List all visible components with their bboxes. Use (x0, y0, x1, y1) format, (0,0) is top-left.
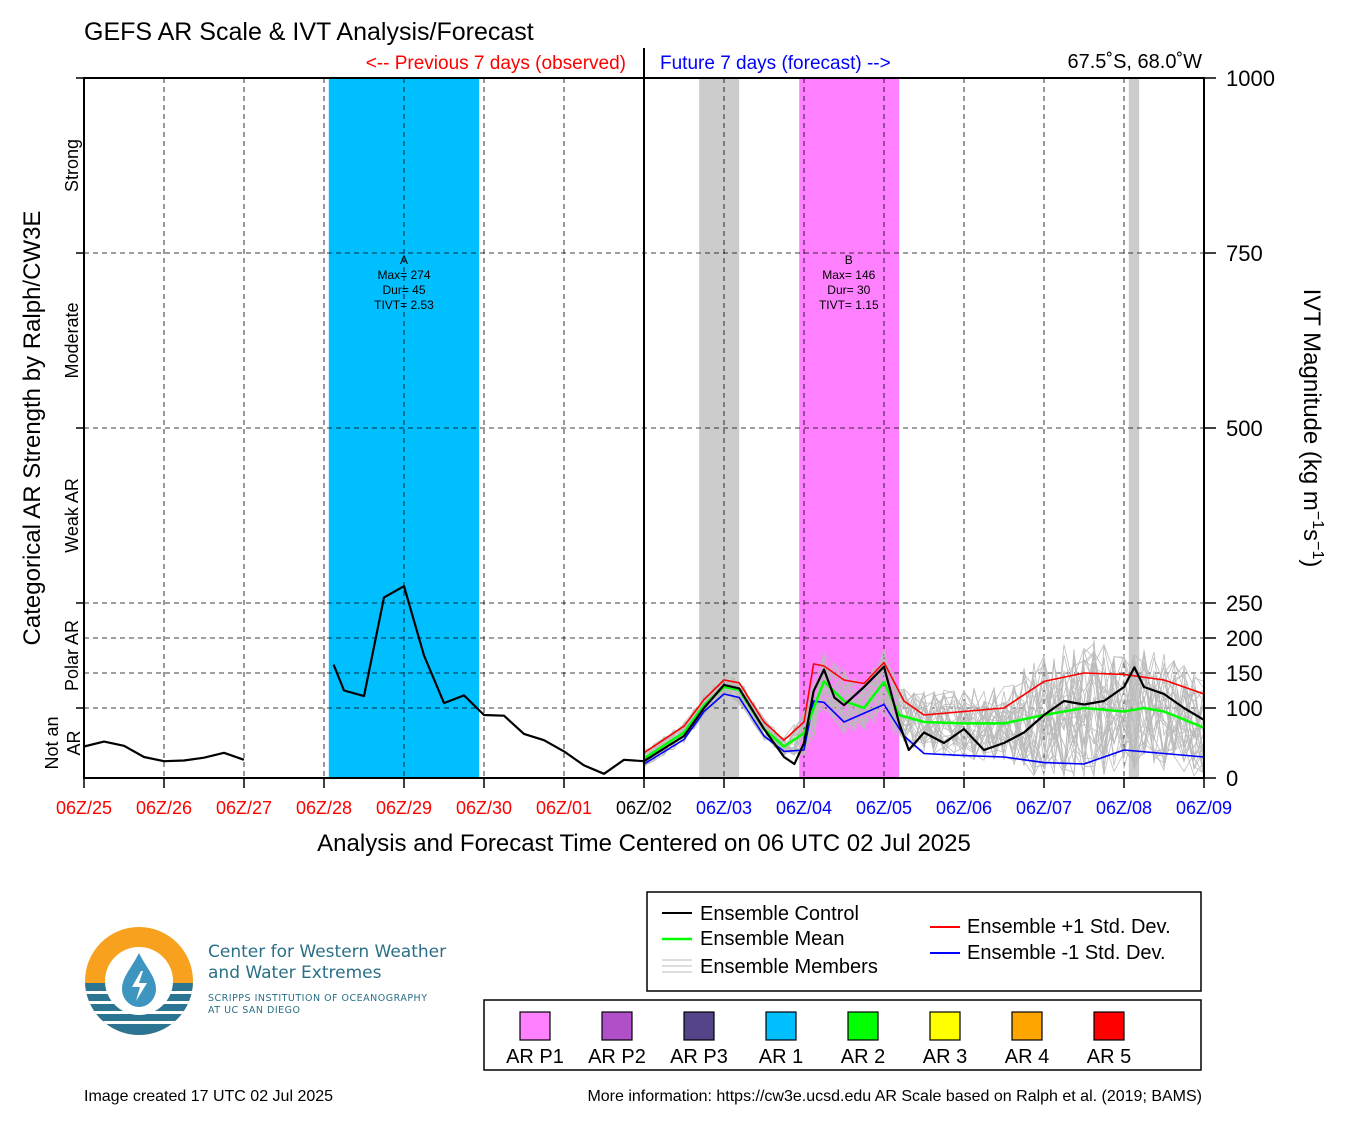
category-label-1: Not an AR (42, 716, 84, 769)
legend-mean-label: Ensemble Mean (700, 928, 845, 950)
legend-box (646, 891, 1202, 992)
x-tick-label-06Z/09: 06Z/09 (1176, 798, 1232, 818)
ar-scale-label-5: AR 2 (841, 1046, 885, 1068)
y-axis-right: 0 100 150 200 250 500 750 1000 (1204, 66, 1275, 791)
event-2-label-1: B (845, 253, 853, 267)
series-mean-seg-1 (643, 680, 1205, 760)
x-tick-label-06Z/28: 06Z/28 (296, 798, 352, 818)
y-tick-label-250: 250 (1226, 591, 1263, 616)
legend-plus-sd-label: Ensemble +1 Std. Dev. (967, 916, 1171, 938)
y-tick-label-750: 750 (1226, 241, 1263, 266)
ar-scale-swatch-4 (765, 1011, 797, 1041)
logo-subtitle: SCRIPPS INSTITUTION OF OCEANOGRAPHY AT UC… (208, 993, 428, 1017)
ar-scale-label-1: AR P1 (506, 1046, 564, 1068)
y-tick-label-1000: 1000 (1226, 66, 1275, 91)
ar-scale-swatch-6 (929, 1011, 961, 1041)
event-1-label-2: Max= 274 (377, 268, 430, 282)
x-tick-label-06Z/03: 06Z/03 (696, 798, 752, 818)
member-line-25 (643, 647, 1205, 777)
x-tick-label-06Z/27: 06Z/27 (216, 798, 272, 818)
ar-scale-swatch-1 (519, 1011, 551, 1041)
category-label-2: Polar AR (62, 620, 82, 691)
event-2-label-2: Max= 146 (822, 268, 875, 282)
x-axis-label: Analysis and Forecast Time Centered on 0… (317, 830, 971, 857)
previous-days-label: <-- Previous 7 days (observed) (366, 53, 626, 74)
event-1-label-4: TIVT= 2.53 (374, 298, 434, 312)
future-days-label: Future 7 days (forecast) --> (660, 53, 891, 74)
event-1-label-1: A (400, 253, 408, 267)
location-label: 67.5˚S, 68.0˚W (1067, 51, 1202, 73)
x-tick-label-06Z/07: 06Z/07 (1016, 798, 1072, 818)
category-label-3: Weak AR (62, 478, 82, 553)
image-created-text: Image created 17 UTC 02 Jul 2025 (84, 1088, 334, 1105)
member-line-26 (643, 657, 1205, 772)
category-label-4: Moderate (62, 302, 82, 378)
right-axis-label: IVT Magnitude (kg m−1s−1) (1298, 289, 1326, 568)
x-tick-label-06Z/08: 06Z/08 (1096, 798, 1152, 818)
category-labels: Not an AR Polar AR Weak AR Moderate Strong (42, 77, 84, 770)
x-tick-label-06Z/29: 06Z/29 (376, 798, 432, 818)
gray-band-2 (1128, 78, 1140, 778)
ar-scale-label-4: AR 1 (759, 1046, 803, 1068)
y-tick-label-200: 200 (1226, 626, 1263, 651)
x-tick-label-06Z/01: 06Z/01 (536, 798, 592, 818)
event-1-label-3: Dur= 45 (382, 283, 425, 297)
x-tick-label-06Z/25: 06Z/25 (56, 798, 112, 818)
legend-minus-sd-label: Ensemble -1 Std. Dev. (967, 942, 1166, 964)
x-tick-label-06Z/30: 06Z/30 (456, 798, 512, 818)
chart-title: GEFS AR Scale & IVT Analysis/Forecast (84, 18, 534, 46)
member-line-22 (643, 643, 1205, 769)
ar-scale-label-3: AR P3 (670, 1046, 728, 1068)
ar-scale-label-2: AR P2 (588, 1046, 646, 1068)
x-tick-label-06Z/02: 06Z/02 (616, 798, 672, 818)
y-tick-label-0: 0 (1226, 766, 1238, 791)
series-control-seg-2 (332, 585, 1205, 775)
line-legend: Ensemble Control Ensemble Mean Ensemble … (646, 891, 1202, 992)
logo-title: Center for Western Weather and Water Extr… (208, 942, 446, 984)
logo-line-1: Center for Western Weather (208, 942, 447, 962)
x-tick-label-06Z/04: 06Z/04 (776, 798, 832, 818)
ar-scale-label-6: AR 3 (923, 1046, 967, 1068)
member-line-2 (643, 652, 1205, 775)
series-lines (83, 585, 1205, 775)
ar-scale-swatch-2 (601, 1011, 633, 1041)
cw3e-water-drop-icon (85, 927, 193, 1035)
ar-scale-swatch-8 (1093, 1011, 1125, 1041)
series-control-seg-1 (83, 740, 245, 763)
logo-line-4: AT UC SAN DIEGO (208, 1005, 301, 1016)
ar-scale-label-8: AR 5 (1087, 1046, 1131, 1068)
logo-line-3: SCRIPPS INSTITUTION OF OCEANOGRAPHY (208, 993, 428, 1004)
cw3e-logo: Center for Western Weather and Water Extr… (84, 925, 484, 1045)
x-axis: 06Z/25 06Z/26 06Z/27 06Z/28 06Z/29 06Z/30 06Z/… (56, 778, 1232, 818)
event-2-label-3: Dur= 30 (827, 283, 870, 297)
ar-scale-swatch-7 (1011, 1011, 1043, 1041)
series-minus_sd-seg-1 (643, 693, 1205, 765)
x-tick-label-06Z/05: 06Z/05 (856, 798, 912, 818)
series-plus_sd-seg-1 (643, 661, 1205, 754)
ar-scale-label-7: AR 4 (1005, 1046, 1049, 1068)
y-tick-label-150: 150 (1226, 661, 1263, 686)
more-info-text: More information: https://cw3e.ucsd.edu … (587, 1088, 1202, 1105)
member-line-30 (643, 660, 1205, 768)
x-tick-label-06Z/06: 06Z/06 (936, 798, 992, 818)
x-tick-label-06Z/26: 06Z/26 (136, 798, 192, 818)
ar-scale-swatch-3 (683, 1011, 715, 1041)
legend-control-label: Ensemble Control (700, 903, 859, 925)
y-tick-label-500: 500 (1226, 416, 1263, 441)
ar-scale-items: AR P1 AR P2 AR P3 AR 1 AR 2 AR 3 AR 4 AR 5 (506, 1011, 1131, 1068)
member-line-28 (643, 649, 1205, 769)
left-axis-label: Categorical AR Strength by Ralph/CW3E (19, 211, 46, 646)
event-2-label-4: TIVT= 1.15 (819, 298, 879, 312)
logo-line-2: and Water Extremes (208, 963, 382, 983)
y-tick-label-100: 100 (1226, 696, 1263, 721)
ar-scale-swatch-5 (847, 1011, 879, 1041)
legend-members-label: Ensemble Members (700, 956, 878, 978)
category-label-5: Strong (62, 139, 82, 192)
